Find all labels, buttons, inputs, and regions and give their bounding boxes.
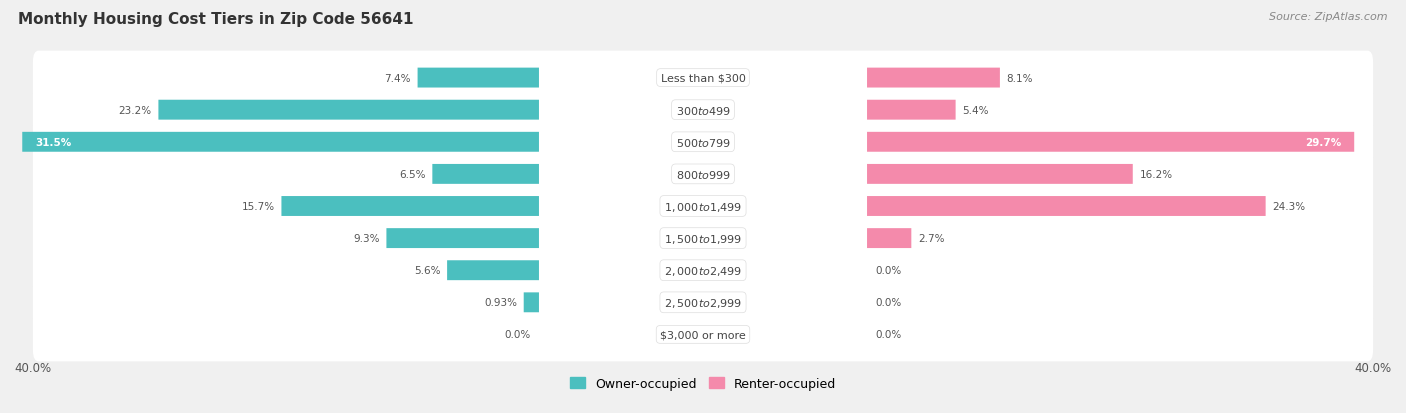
FancyBboxPatch shape <box>387 229 538 249</box>
Text: 9.3%: 9.3% <box>353 233 380 244</box>
Text: $3,000 or more: $3,000 or more <box>661 330 745 339</box>
FancyBboxPatch shape <box>868 229 911 249</box>
FancyBboxPatch shape <box>32 180 1374 233</box>
FancyBboxPatch shape <box>32 147 1374 202</box>
Text: 24.3%: 24.3% <box>1272 202 1305 211</box>
FancyBboxPatch shape <box>32 211 1374 266</box>
Text: Monthly Housing Cost Tiers in Zip Code 56641: Monthly Housing Cost Tiers in Zip Code 5… <box>18 12 413 27</box>
Text: 0.93%: 0.93% <box>484 298 517 308</box>
FancyBboxPatch shape <box>868 69 1000 88</box>
FancyBboxPatch shape <box>868 197 1265 216</box>
FancyBboxPatch shape <box>418 69 538 88</box>
FancyBboxPatch shape <box>281 197 538 216</box>
Text: $1,500 to $1,999: $1,500 to $1,999 <box>664 232 742 245</box>
Text: Source: ZipAtlas.com: Source: ZipAtlas.com <box>1270 12 1388 22</box>
FancyBboxPatch shape <box>22 133 538 152</box>
Text: $2,500 to $2,999: $2,500 to $2,999 <box>664 296 742 309</box>
Text: 40.0%: 40.0% <box>14 361 51 374</box>
Text: 16.2%: 16.2% <box>1139 169 1173 180</box>
FancyBboxPatch shape <box>32 308 1374 361</box>
Text: 29.7%: 29.7% <box>1305 138 1341 147</box>
Text: 8.1%: 8.1% <box>1007 74 1033 83</box>
FancyBboxPatch shape <box>868 133 1354 152</box>
FancyBboxPatch shape <box>433 164 538 184</box>
Text: 7.4%: 7.4% <box>384 74 411 83</box>
Text: Less than $300: Less than $300 <box>661 74 745 83</box>
Text: 31.5%: 31.5% <box>35 138 72 147</box>
FancyBboxPatch shape <box>32 116 1374 169</box>
Text: 6.5%: 6.5% <box>399 169 426 180</box>
Text: 5.6%: 5.6% <box>413 266 440 275</box>
Text: 23.2%: 23.2% <box>118 105 152 115</box>
FancyBboxPatch shape <box>32 244 1374 297</box>
Text: 40.0%: 40.0% <box>1355 361 1392 374</box>
Text: 0.0%: 0.0% <box>875 298 901 308</box>
FancyBboxPatch shape <box>32 276 1374 330</box>
Text: $2,000 to $2,499: $2,000 to $2,499 <box>664 264 742 277</box>
FancyBboxPatch shape <box>868 100 956 120</box>
Text: 0.0%: 0.0% <box>875 330 901 339</box>
FancyBboxPatch shape <box>447 261 538 280</box>
FancyBboxPatch shape <box>159 100 538 120</box>
Legend: Owner-occupied, Renter-occupied: Owner-occupied, Renter-occupied <box>565 372 841 395</box>
FancyBboxPatch shape <box>868 164 1133 184</box>
FancyBboxPatch shape <box>32 52 1374 105</box>
Text: 5.4%: 5.4% <box>962 105 988 115</box>
Text: 15.7%: 15.7% <box>242 202 276 211</box>
Text: 0.0%: 0.0% <box>875 266 901 275</box>
Text: 2.7%: 2.7% <box>918 233 945 244</box>
Text: $800 to $999: $800 to $999 <box>675 169 731 180</box>
Text: $500 to $799: $500 to $799 <box>675 136 731 148</box>
FancyBboxPatch shape <box>32 83 1374 137</box>
Text: $1,000 to $1,499: $1,000 to $1,499 <box>664 200 742 213</box>
Text: 0.0%: 0.0% <box>505 330 531 339</box>
FancyBboxPatch shape <box>523 293 538 313</box>
Text: $300 to $499: $300 to $499 <box>675 104 731 116</box>
